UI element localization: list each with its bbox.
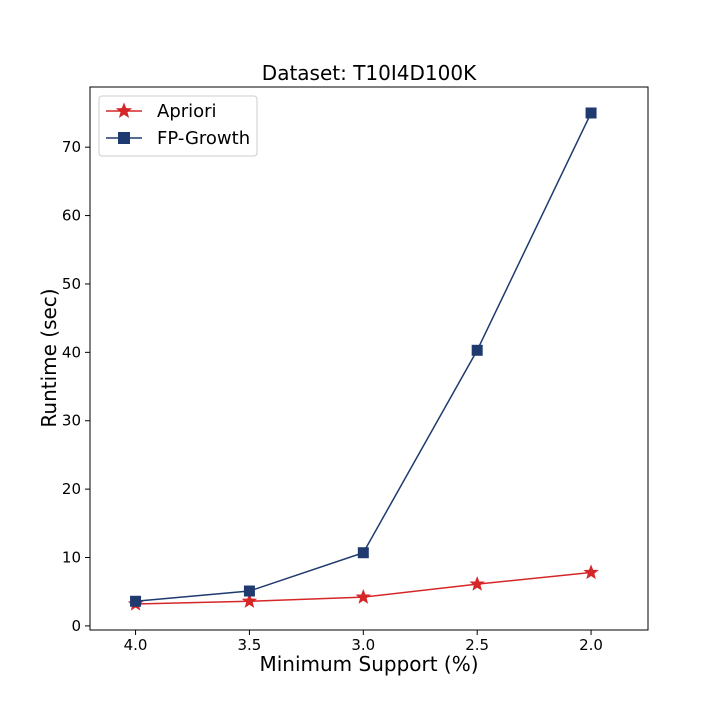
data-point-fp-growth [585, 107, 597, 119]
x-tick-label: 2.0 [579, 636, 603, 654]
y-tick-label: 60 [62, 207, 81, 225]
legend: Apriori FP-Growth [98, 95, 258, 157]
x-axis-label: Minimum Support (%) [259, 652, 478, 676]
chart-title: Dataset: T10I4D100K [262, 61, 477, 85]
y-axis-label: Runtime (sec) [37, 288, 61, 427]
y-tick-label: 70 [62, 138, 81, 156]
data-point-fp-growth [243, 585, 255, 597]
y-tick-label: 40 [62, 343, 81, 361]
y-tick-label: 0 [71, 617, 81, 635]
data-point-fp-growth [130, 595, 142, 607]
y-axis-ticks: 0 10 20 30 40 50 60 70 [62, 138, 90, 635]
data-point-apriori [241, 593, 258, 608]
plot-frame [89, 86, 649, 631]
y-tick-label: 50 [62, 275, 81, 293]
legend-marker-apriori [115, 102, 133, 118]
x-tick-label: 4.0 [124, 636, 148, 654]
x-tick-label: 2.5 [465, 636, 489, 654]
data-point-apriori [583, 564, 599, 580]
legend-label-apriori: Apriori [157, 101, 217, 122]
legend-entries: Apriori FP-Growth [106, 101, 250, 149]
x-axis-ticks: 4.0 3.5 3.0 2.5 2.0 [124, 630, 603, 654]
x-tick-label: 3.5 [237, 636, 261, 654]
legend-label-fp-growth: FP-Growth [157, 128, 250, 149]
series-fp-growth [130, 107, 597, 607]
series-layer [127, 107, 599, 611]
y-tick-label: 10 [62, 549, 81, 567]
data-point-apriori [469, 576, 485, 591]
legend-entry-fp-growth: FP-Growth [106, 128, 250, 149]
legend-entry-apriori: Apriori [106, 101, 217, 122]
x-tick-label: 3.0 [351, 636, 375, 654]
y-tick-label: 30 [62, 412, 81, 430]
data-point-apriori [355, 589, 372, 604]
legend-marker-fp-growth [118, 132, 130, 144]
data-point-fp-growth [471, 344, 483, 356]
y-tick-label: 20 [62, 480, 81, 498]
data-point-fp-growth [357, 547, 369, 559]
